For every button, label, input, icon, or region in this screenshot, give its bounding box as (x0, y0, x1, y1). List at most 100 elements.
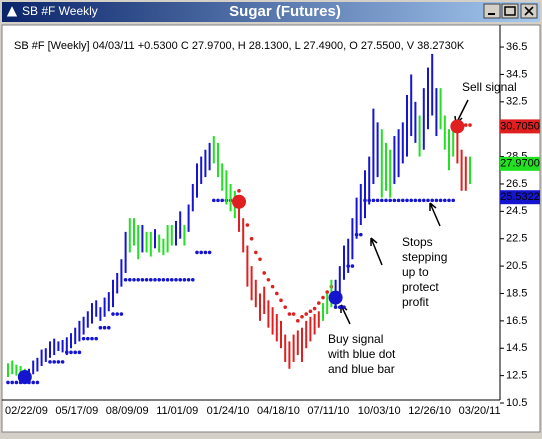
y-tick-label: 24.5 (506, 205, 527, 217)
y-tick-label: 14.5 (506, 342, 527, 354)
stop-dot (451, 198, 456, 203)
stop-dot (266, 277, 271, 282)
y-tick-label: 10.5 (506, 397, 527, 409)
price-label: 30.7050 (500, 120, 540, 132)
stop-dot (144, 277, 149, 282)
chart-title: Sugar (Futures) (229, 3, 341, 20)
x-tick-label: 12/26/10 (408, 405, 451, 417)
stop-dot (384, 198, 388, 203)
stop-dot (174, 277, 178, 282)
stop-dot (325, 290, 330, 294)
stop-dot (107, 325, 111, 330)
stop-dot (300, 314, 304, 319)
stop-dot (178, 277, 182, 282)
stop-dot (413, 198, 418, 203)
stop-dot (35, 380, 40, 385)
stop-dot (468, 123, 472, 127)
x-tick-label: 07/11/10 (307, 405, 349, 417)
stop-dot (136, 277, 140, 282)
stop-dot (165, 277, 170, 282)
stop-dot (77, 350, 82, 355)
stop-dot (203, 250, 208, 255)
stop-dot (283, 305, 288, 309)
stop-dot (56, 360, 61, 364)
stop-dot (388, 198, 393, 203)
stop-dot (161, 277, 166, 282)
stop-dot (262, 271, 267, 275)
stop-dot (157, 277, 161, 282)
stop-dot (396, 198, 401, 203)
stop-dot (321, 295, 325, 300)
y-tick-label: 22.5 (506, 233, 527, 245)
signal-dot (232, 194, 246, 209)
stop-dot (359, 232, 363, 237)
stop-dot (380, 198, 384, 203)
stop-dot (279, 298, 283, 303)
stop-dot (304, 312, 309, 316)
stop-dot (350, 264, 355, 268)
stop-dot (216, 198, 220, 203)
stop-dot (401, 198, 405, 203)
x-tick-label: 08/09/09 (106, 405, 149, 417)
stop-dot (10, 380, 14, 385)
stop-dot (140, 277, 145, 282)
stop-dot (405, 198, 409, 203)
stop-dot (48, 360, 52, 364)
arrow (370, 237, 383, 266)
stop-dot (195, 250, 199, 255)
price-label-box (500, 190, 540, 205)
app-icon (5, 3, 19, 18)
stop-dot (212, 198, 216, 203)
stop-dot (132, 277, 136, 282)
stop-dot (426, 198, 430, 203)
stop-dot (52, 360, 56, 364)
stop-dot (409, 198, 414, 203)
stop-dot (422, 198, 426, 203)
stop-dot (371, 198, 376, 203)
stop-dot (81, 336, 86, 341)
x-tick-label: 05/17/09 (55, 405, 98, 417)
annotation: Stops (402, 235, 433, 249)
stop-dot (430, 198, 435, 203)
price-label: 25.5322 (500, 191, 540, 203)
y-tick-label: 26.5 (506, 178, 527, 190)
stop-dot (31, 380, 35, 385)
stop-dot (128, 277, 132, 282)
y-tick-label: 16.5 (506, 315, 527, 327)
stop-dot (123, 277, 128, 282)
stop-dot (191, 277, 195, 282)
stop-dot (275, 291, 279, 296)
arrow (429, 202, 441, 227)
stop-dot (317, 301, 321, 305)
close-icon (524, 6, 534, 16)
stop-dot (258, 257, 262, 262)
y-tick-label: 18.5 (506, 287, 527, 299)
annotation: stepping (402, 250, 447, 264)
annotation: Sell signal (462, 80, 517, 94)
chart-panel (1, 24, 541, 433)
window-buttons[interactable] (483, 3, 538, 19)
stop-dot (102, 325, 107, 330)
stop-dot (249, 236, 254, 241)
stop-dot (443, 198, 447, 203)
stop-dot (186, 277, 191, 282)
stop-dot (170, 277, 174, 282)
window-title: SB #F Weekly (22, 4, 98, 18)
stop-dot (338, 305, 342, 309)
annotation: up to (402, 265, 429, 279)
stop-dot (14, 380, 19, 385)
minimize-button[interactable] (483, 3, 501, 19)
annotation: profit (402, 295, 429, 309)
signal-dot (17, 369, 32, 384)
stop-dot (90, 336, 94, 341)
y-tick-label: 20.5 (506, 260, 527, 272)
stop-dot (434, 198, 439, 203)
stop-dot (296, 319, 300, 323)
signal-dot (328, 290, 343, 305)
annotation: with blue dot (327, 347, 396, 361)
price-label: 27.9700 (500, 158, 540, 170)
stop-dot (69, 350, 73, 355)
quote-header: SB #F [Weekly] 04/03/11 +0.5300 C 27.970… (14, 40, 465, 52)
